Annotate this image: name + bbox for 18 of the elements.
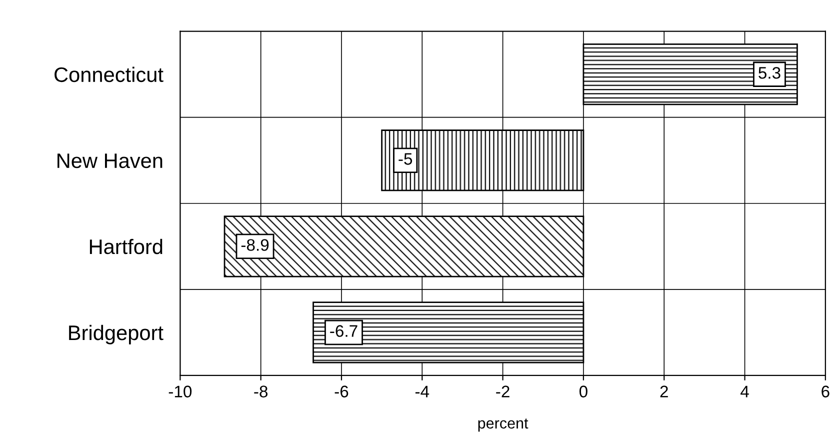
data-label: -8.9 xyxy=(241,239,269,251)
x-tick-label: 4 xyxy=(740,386,749,398)
y-tick-label: New Haven xyxy=(58,154,162,168)
data-label: -6.7 xyxy=(330,325,358,337)
x-tick-label: -2 xyxy=(496,386,510,398)
y-tick-label: Hartford xyxy=(90,238,162,254)
x-tick-label: -8 xyxy=(254,386,268,398)
data-label: 5.3 xyxy=(758,66,780,79)
y-tick-label: Bridgeport xyxy=(69,324,164,344)
x-axis-title: percent xyxy=(478,418,528,432)
x-tick-label: 2 xyxy=(660,386,668,398)
x-tick-label: 6 xyxy=(822,386,830,398)
x-tick-label: -4 xyxy=(415,386,430,398)
x-tick-label: -6 xyxy=(334,386,348,398)
x-tick-label: 0 xyxy=(579,386,588,398)
x-tick-label: -10 xyxy=(168,386,192,398)
y-tick-label: Connecticut xyxy=(54,66,164,82)
data-label: -5 xyxy=(398,153,412,165)
